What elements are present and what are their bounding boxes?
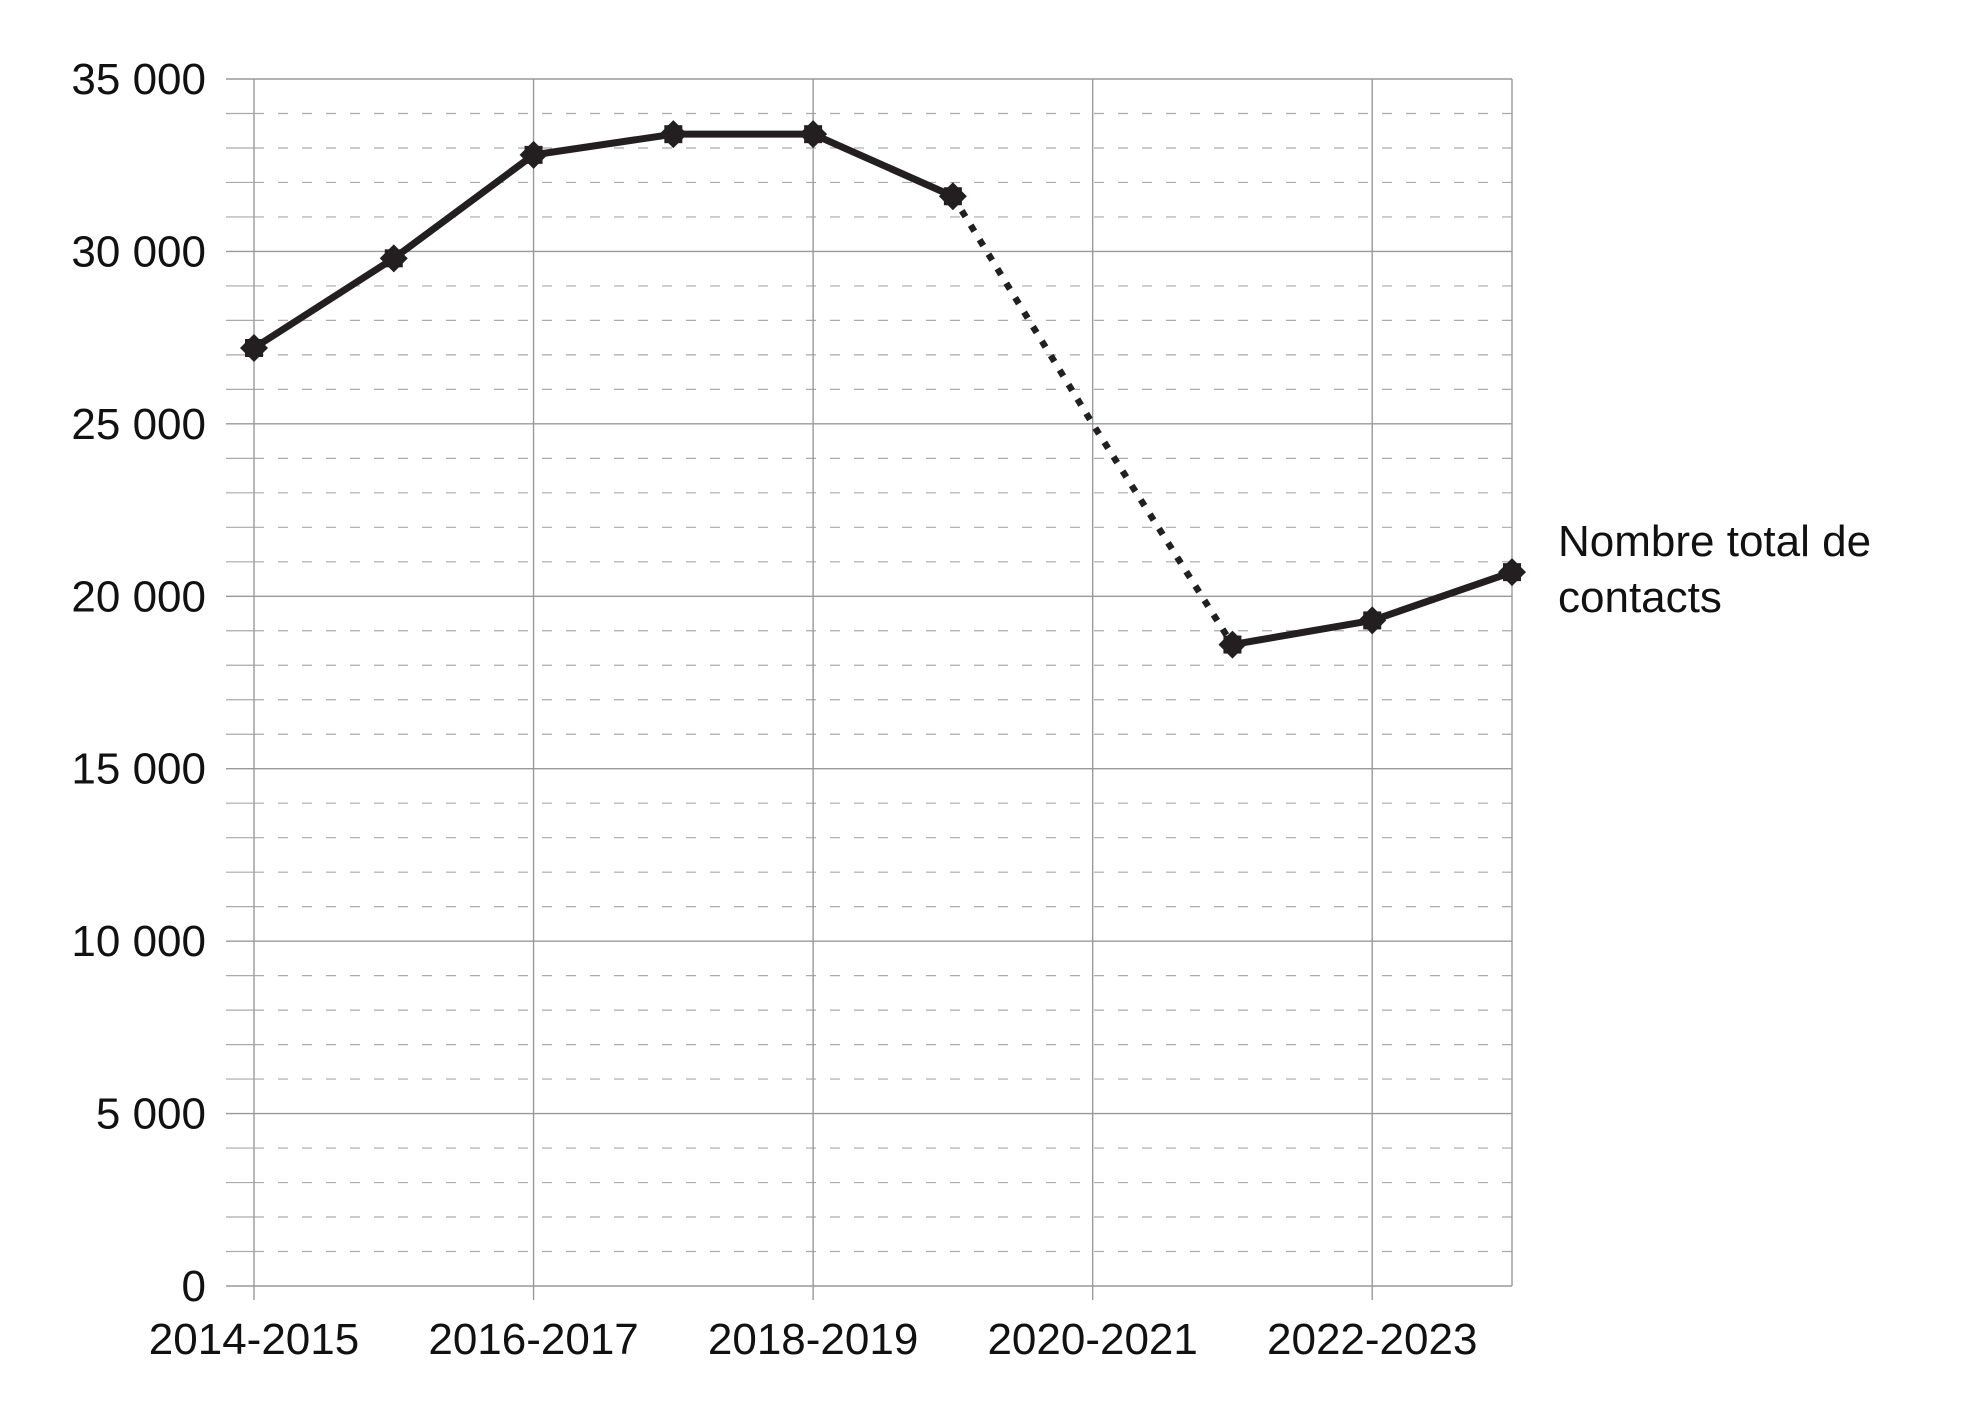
series-line-solid (252, 130, 955, 351)
x-tick-label: 2018-2019 (708, 1315, 918, 1364)
y-tick-label: 0 (182, 1262, 206, 1311)
series-layer (240, 120, 1526, 659)
series-line-dotted (950, 194, 1236, 647)
data-point-marker (1358, 606, 1387, 635)
labels: Nombre total de contacts (1558, 517, 1883, 622)
data-point-marker (1498, 558, 1526, 587)
y-tick-label: 35 000 (71, 55, 206, 104)
y-tick-label: 30 000 (71, 227, 206, 276)
y-tick-label: 20 000 (71, 572, 206, 621)
data-point-marker (1218, 630, 1247, 659)
x-tick-label: 2022-2023 (1267, 1315, 1477, 1364)
y-tick-label: 5 000 (96, 1090, 206, 1139)
data-point-marker (519, 140, 548, 169)
x-tick-label: 2016-2017 (428, 1315, 638, 1364)
data-point-marker (379, 244, 408, 273)
y-tick-label: 25 000 (71, 400, 206, 449)
y-tick-label: 10 000 (71, 917, 206, 966)
data-point-marker (938, 182, 967, 211)
grid (226, 78, 1513, 1300)
y-tick-label: 15 000 (71, 745, 206, 794)
x-tick-label: 2020-2021 (987, 1315, 1197, 1364)
data-point-marker (659, 120, 688, 149)
x-tick-label: 2014-2015 (149, 1315, 359, 1364)
axes: 0 5 000 10 000 15 000 20 000 25 000 30 000 35 0… (71, 55, 1477, 1364)
series-label: Nombre total de contacts (1558, 517, 1883, 622)
data-point-marker (240, 333, 268, 362)
data-point-marker (799, 120, 828, 149)
